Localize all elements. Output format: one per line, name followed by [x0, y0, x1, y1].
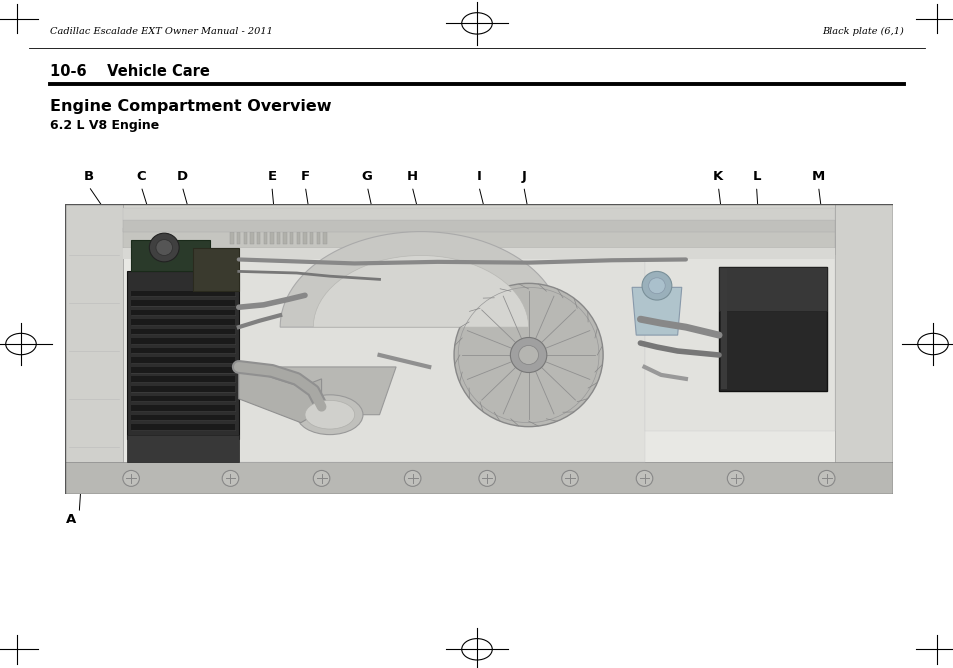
Polygon shape	[131, 291, 234, 297]
Polygon shape	[131, 424, 234, 431]
Polygon shape	[127, 271, 238, 439]
Polygon shape	[310, 232, 313, 244]
Circle shape	[636, 470, 652, 486]
Text: Black plate (6,1): Black plate (6,1)	[821, 27, 903, 36]
Polygon shape	[280, 367, 395, 415]
Polygon shape	[65, 204, 892, 494]
Polygon shape	[127, 435, 238, 462]
Text: L: L	[752, 170, 760, 183]
Polygon shape	[123, 208, 834, 220]
Circle shape	[313, 470, 330, 486]
Text: F: F	[300, 170, 310, 183]
Polygon shape	[231, 232, 233, 244]
Polygon shape	[65, 204, 123, 494]
Ellipse shape	[305, 400, 355, 429]
Circle shape	[510, 337, 546, 373]
Text: E: E	[267, 170, 276, 183]
Circle shape	[155, 240, 172, 255]
Polygon shape	[131, 319, 234, 325]
Polygon shape	[65, 204, 892, 240]
Circle shape	[123, 470, 139, 486]
Text: K: K	[713, 170, 722, 183]
Polygon shape	[123, 248, 834, 259]
Circle shape	[518, 345, 537, 365]
Polygon shape	[131, 395, 234, 402]
Polygon shape	[303, 232, 306, 244]
Polygon shape	[131, 415, 234, 421]
Polygon shape	[131, 377, 234, 383]
Polygon shape	[238, 367, 321, 423]
Text: G: G	[361, 170, 373, 183]
Polygon shape	[644, 255, 834, 431]
Text: 10-6    Vehicle Care: 10-6 Vehicle Care	[50, 64, 210, 79]
Polygon shape	[131, 348, 234, 354]
Polygon shape	[263, 232, 267, 244]
Polygon shape	[719, 267, 826, 391]
Polygon shape	[123, 220, 834, 232]
Text: Engine Compartment Overview: Engine Compartment Overview	[50, 100, 331, 114]
Text: M: M	[811, 170, 824, 183]
Polygon shape	[316, 232, 319, 244]
Polygon shape	[238, 252, 644, 462]
Polygon shape	[632, 287, 681, 335]
Polygon shape	[296, 232, 300, 244]
Polygon shape	[131, 310, 234, 316]
Polygon shape	[123, 228, 834, 248]
Polygon shape	[719, 267, 826, 311]
Polygon shape	[720, 269, 726, 389]
Polygon shape	[131, 367, 234, 373]
Polygon shape	[65, 462, 892, 494]
Polygon shape	[276, 232, 280, 244]
Polygon shape	[313, 256, 528, 327]
Circle shape	[454, 283, 602, 427]
Polygon shape	[323, 232, 326, 244]
Circle shape	[222, 470, 238, 486]
Text: B: B	[84, 170, 93, 183]
Polygon shape	[131, 338, 234, 345]
Polygon shape	[131, 300, 234, 307]
Polygon shape	[65, 236, 892, 248]
Polygon shape	[131, 405, 234, 411]
Circle shape	[478, 470, 495, 486]
Polygon shape	[193, 248, 238, 291]
Polygon shape	[237, 232, 240, 244]
Polygon shape	[280, 232, 561, 327]
Polygon shape	[290, 232, 294, 244]
Circle shape	[150, 233, 179, 262]
Text: C: C	[136, 170, 146, 183]
Polygon shape	[131, 357, 234, 364]
Polygon shape	[283, 232, 287, 244]
Polygon shape	[834, 204, 892, 494]
Circle shape	[641, 271, 671, 300]
Polygon shape	[250, 232, 253, 244]
Text: 6.2 L V8 Engine: 6.2 L V8 Engine	[50, 119, 159, 132]
Polygon shape	[131, 240, 210, 271]
Text: I: I	[476, 170, 481, 183]
Circle shape	[818, 470, 834, 486]
Text: A: A	[67, 513, 76, 526]
Polygon shape	[243, 232, 247, 244]
Text: H: H	[406, 170, 417, 183]
Circle shape	[404, 470, 420, 486]
Circle shape	[648, 278, 664, 294]
Text: J: J	[520, 170, 526, 183]
Ellipse shape	[296, 395, 362, 435]
Circle shape	[561, 470, 578, 486]
Text: Cadillac Escalade EXT Owner Manual - 2011: Cadillac Escalade EXT Owner Manual - 201…	[50, 27, 273, 36]
Polygon shape	[131, 329, 234, 335]
Text: D: D	[176, 170, 188, 183]
Polygon shape	[256, 232, 260, 244]
Polygon shape	[131, 386, 234, 392]
Circle shape	[726, 470, 743, 486]
Polygon shape	[270, 232, 274, 244]
